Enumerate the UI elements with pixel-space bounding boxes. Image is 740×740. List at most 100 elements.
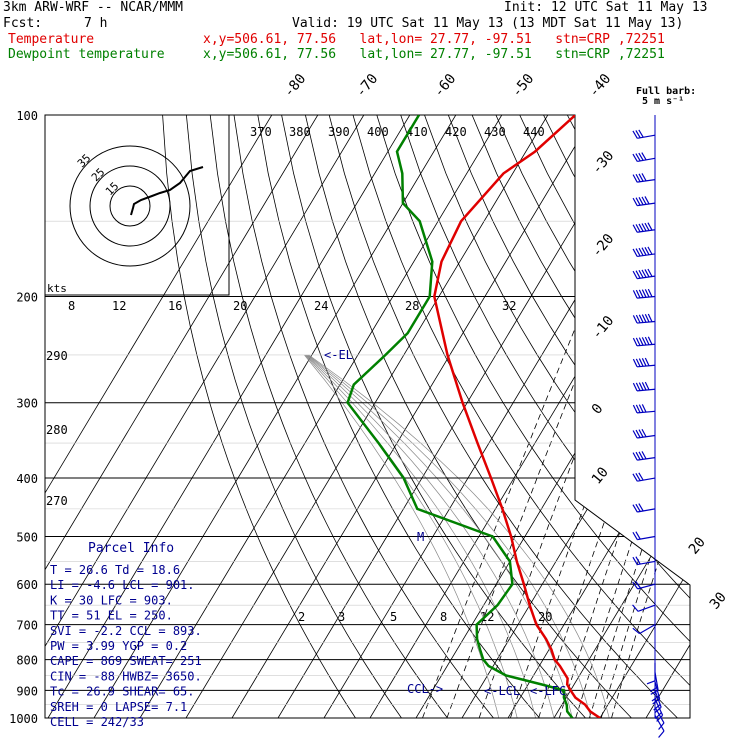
theta-side-label: 290 [46, 349, 68, 363]
isotherm-label: -70 [353, 71, 382, 101]
wind-barb [632, 222, 656, 233]
wind-barb [632, 503, 656, 513]
theta-label: 400 [367, 125, 389, 139]
theta-label: 370 [250, 125, 272, 139]
parcel-info-row: CAPE = 869 SWEAT= 251 [50, 654, 202, 668]
wind-barb [646, 662, 656, 685]
dry-adiabat-line [257, 115, 540, 718]
mixing-ratio-label: 5 [390, 610, 397, 624]
mixing-ratio-label: 28 [405, 299, 419, 313]
wind-barb [632, 268, 656, 280]
parcel-info-row: SREH = 0 LAPSE= 7.1 [50, 700, 187, 714]
isotherm-label: -60 [431, 71, 460, 101]
dry-adiabat-line [424, 115, 690, 718]
isotherm-line [47, 115, 411, 718]
mixing-ratio-label: 8 [68, 299, 75, 313]
mixing-ratio-label: 3 [338, 610, 345, 624]
dry-adiabat-line [400, 115, 690, 718]
mixing-ratio-label: 16 [168, 299, 182, 313]
pressure-tick-label: 900 [16, 684, 38, 698]
forecast-label: Fcst: [3, 16, 43, 31]
hodograph-frame [44, 114, 230, 296]
wind-barb [632, 129, 656, 139]
hodograph-ring-label: 35 [75, 152, 94, 171]
wind-barb [632, 624, 656, 635]
parcel-info-row: PW = 3.99 YGP = 0.2 [50, 639, 187, 653]
dry-adiabat-line [186, 115, 402, 718]
barb-legend-title: Full barb: [636, 86, 696, 97]
isotherm-label: 0 [589, 401, 607, 418]
barb-legend-units: 5 m s⁻¹ [642, 96, 684, 107]
ccl-marker: CCL-> [407, 682, 443, 696]
parcel-info-row: CELL = 242/33 [50, 715, 144, 729]
model-title: 3km ARW-WRF -- NCAR/MMM [3, 0, 184, 15]
moist-adiabat-line [304, 354, 500, 718]
moist-adiabat-line [308, 354, 610, 718]
mixing-ratio-label: 8 [440, 610, 447, 624]
theta-label: 440 [523, 125, 545, 139]
parcel-info-row: LI = -4.6 LCL = 901. [50, 578, 195, 592]
theta-label: 390 [328, 125, 350, 139]
wind-barb [632, 357, 656, 368]
parcel-info-panel: Parcel Info T = 26.6 Td = 18.6LI = -4.6 … [50, 541, 202, 729]
temperature-point-info: x,y=506.61, 77.56 lat,lon= 27.77, -97.51… [203, 32, 665, 47]
wind-barb [632, 152, 656, 163]
dry-adiabat-line [233, 115, 494, 718]
isotherm-label: -20 [589, 231, 618, 261]
mixing-ratio-label: 2 [298, 610, 305, 624]
hodograph-ring-35 [69, 145, 191, 267]
wind-barb [632, 246, 656, 258]
dewpoint-point-info: x,y=506.61, 77.56 lat,lon= 27.77, -97.51… [203, 47, 665, 62]
mixing-ratio-label: 20 [233, 299, 247, 313]
mixing-ratio-label: 12 [480, 610, 494, 624]
isotherm-line [507, 115, 690, 718]
isotherm-label: 10 [589, 464, 612, 487]
isotherm-label: 20 [686, 534, 709, 557]
dry-adiabat-line [614, 115, 690, 718]
dry-adiabat-line [519, 115, 690, 718]
wind-barb [632, 381, 656, 392]
isotherm-line [599, 115, 690, 718]
hodograph-ring-label: 25 [89, 166, 108, 185]
isotherm-line [277, 115, 641, 718]
theta-label: 380 [289, 125, 311, 139]
parcel-info-row: SVI = -2.2 CCL = 893. [50, 624, 202, 638]
isotherm-line [93, 115, 457, 718]
wind-barb [632, 451, 656, 461]
hodograph-ring-15 [109, 185, 151, 227]
mixing-ratio-line [538, 296, 686, 718]
mixing-ratio-line [611, 296, 690, 718]
mixing-ratio-label: 20 [538, 610, 552, 624]
isotherm-line [139, 115, 503, 718]
parcel-info-row: T = 26.6 Td = 18.6 [50, 563, 180, 577]
isotherm-line [45, 115, 319, 718]
isotherm-label: -10 [589, 313, 618, 343]
temperature-profile-line [433, 115, 601, 718]
pressure-tick-label: 500 [16, 530, 38, 544]
wind-barb [632, 173, 656, 183]
wind-barb [632, 404, 656, 414]
mixing-ratio-line [510, 296, 663, 718]
pressure-tick-label: 600 [16, 578, 38, 592]
pressure-tick-label: 800 [16, 654, 38, 668]
moist-adiabat-line [307, 354, 573, 718]
dewpoint-legend: Dewpoint temperature [8, 47, 165, 62]
parcel-info-row: Tc = 26.9 SHEAR= 65. [50, 685, 195, 699]
isotherm-line [45, 115, 273, 718]
pressure-tick-label: 700 [16, 619, 38, 633]
parcel-info-row: CIN = -88 HWBZ= 3650. [50, 669, 202, 683]
dry-adiabat-line [209, 115, 448, 718]
theta-label: 430 [484, 125, 506, 139]
mixing-ratio-label: 24 [314, 299, 328, 313]
mixing-ratio-line [600, 296, 690, 718]
wind-barb [632, 313, 656, 324]
mixing-ratio-label: 12 [112, 299, 126, 313]
mixing-ratio-line [558, 296, 690, 718]
mixing-ratio-line [589, 296, 690, 718]
wind-barb [632, 604, 656, 612]
dry-adiabat-line [471, 115, 690, 718]
wind-barb [632, 472, 656, 482]
parcel-info-row: K = 30 LFC = 903. [50, 593, 173, 607]
forecast-hour: 7 h [84, 16, 108, 31]
wind-barb [632, 580, 656, 590]
